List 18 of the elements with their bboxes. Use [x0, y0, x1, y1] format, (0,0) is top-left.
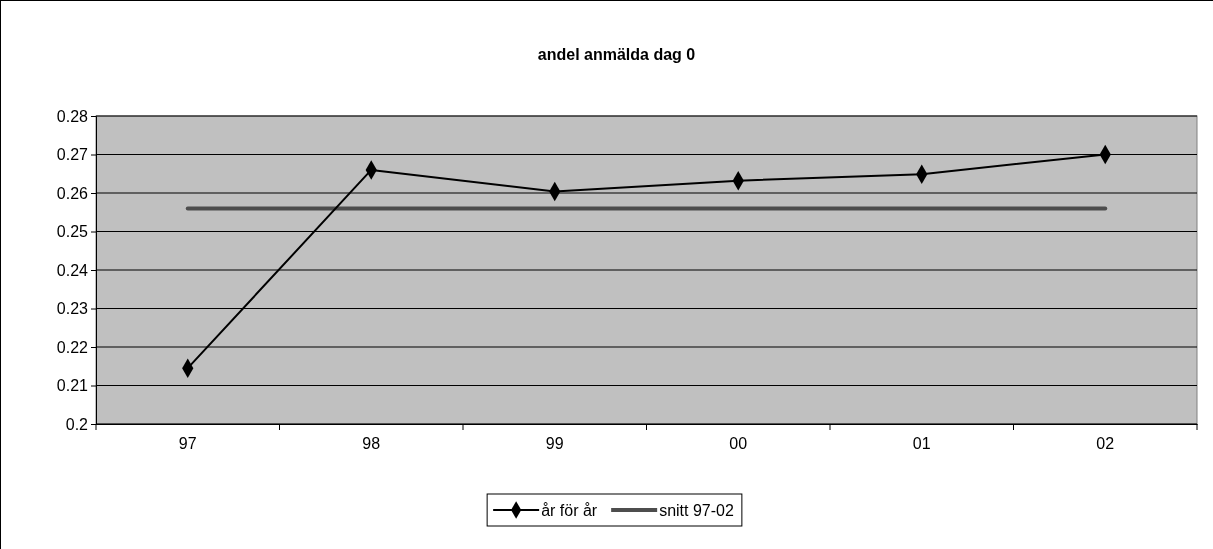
x-tick-label: 98 — [362, 435, 381, 453]
x-tick-label: 00 — [729, 435, 748, 453]
x-tick-label: 02 — [1096, 435, 1115, 453]
y-tick-label: 0.23 — [56, 300, 89, 318]
y-tick-label: 0.21 — [56, 377, 89, 395]
legend-label: år för år — [541, 502, 598, 519]
x-tick-label: 99 — [545, 435, 564, 453]
y-tick-label: 0.24 — [56, 261, 89, 279]
y-tick-label: 0.2 — [65, 415, 89, 433]
y-tick-label: 0.25 — [56, 223, 89, 241]
x-tick-label: 97 — [178, 435, 197, 453]
legend-label: snitt 97-02 — [659, 502, 734, 519]
x-tick-label: 01 — [912, 435, 931, 453]
y-tick-label: 0.26 — [56, 184, 89, 202]
chart-title: andel anmälda dag 0 — [537, 46, 696, 63]
y-tick-label: 0.27 — [56, 146, 89, 164]
y-tick-label: 0.28 — [56, 107, 89, 125]
y-tick-label: 0.22 — [56, 338, 89, 356]
